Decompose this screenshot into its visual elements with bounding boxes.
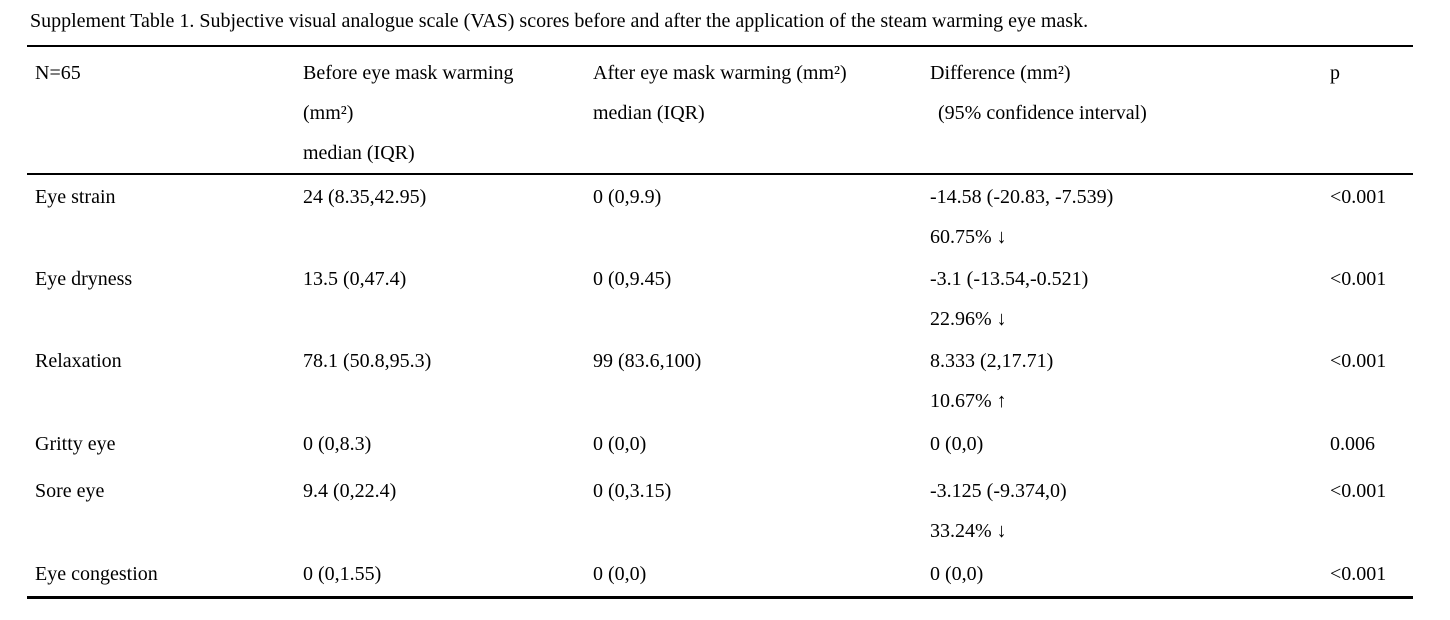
table-row-sore-eye: Sore eye 9.4 (0,22.4) 0 (0,3.15) -3.125 … [27,469,1413,552]
header-after-line1: After eye mask warming (mm²) [593,62,847,84]
header-before-line1: Before eye mask warming [303,62,514,84]
after-cell: 0 (0,9.45) [585,257,922,339]
row-label: Eye strain [35,186,116,208]
table-row-eye-congestion: Eye congestion 0 (0,1.55) 0 (0,0) 0 (0,0… [27,552,1413,597]
before-value: 13.5 (0,47.4) [303,268,407,290]
p-cell: <0.001 [1322,339,1413,422]
difference-cell: 0 (0,0) [922,422,1322,469]
after-value: 0 (0,9.9) [593,186,662,208]
vas-scores-table: N=65 Before eye mask warming (mm²) media… [27,45,1413,599]
percent-change-value: 60.75% ↓ [930,226,1007,248]
before-value: 0 (0,1.55) [303,563,382,585]
p-cell: <0.001 [1322,552,1413,597]
before-cell: 24 (8.35,42.95) [295,174,585,257]
after-cell: 0 (0,0) [585,552,922,597]
row-label-cell: Eye congestion [27,552,295,597]
difference-cell: -14.58 (-20.83, -7.539) 60.75% ↓ [922,174,1322,257]
p-value: <0.001 [1330,563,1387,585]
before-cell: 9.4 (0,22.4) [295,469,585,552]
difference-cell: -3.125 (-9.374,0) 33.24% ↓ [922,469,1322,552]
row-label-cell: Sore eye [27,469,295,552]
header-difference-line1: Difference (mm²) [930,62,1071,84]
difference-value: 0 (0,0) [930,433,984,455]
header-difference-line2: (95% confidence interval) [938,102,1147,124]
after-cell: 0 (0,9.9) [585,174,922,257]
difference-value: -14.58 (-20.83, -7.539) [930,186,1114,208]
percent-change-value: 10.67% ↑ [930,390,1007,412]
row-label: Gritty eye [35,433,116,455]
p-value: <0.001 [1330,350,1387,372]
difference-value: -3.125 (-9.374,0) [930,480,1067,502]
p-cell: <0.001 [1322,257,1413,339]
column-header-p: p [1322,46,1413,174]
row-label: Eye dryness [35,268,133,290]
row-label: Sore eye [35,480,105,502]
row-label-cell: Gritty eye [27,422,295,469]
percent-change-value: 33.24% ↓ [930,520,1007,542]
p-cell: 0.006 [1322,422,1413,469]
before-cell: 0 (0,8.3) [295,422,585,469]
after-value: 99 (83.6,100) [593,350,702,372]
header-n-label: N=65 [35,62,81,84]
header-after-line2: median (IQR) [593,102,705,124]
row-label: Relaxation [35,350,122,372]
p-value: <0.001 [1330,186,1387,208]
difference-value: 8.333 (2,17.71) [930,350,1054,372]
difference-value: -3.1 (-13.54,-0.521) [930,268,1089,290]
before-cell: 78.1 (50.8,95.3) [295,339,585,422]
difference-cell: 0 (0,0) [922,552,1322,597]
header-p-label: p [1330,62,1340,84]
after-cell: 0 (0,0) [585,422,922,469]
after-value: 0 (0,0) [593,563,647,585]
table-row-eye-strain: Eye strain 24 (8.35,42.95) 0 (0,9.9) -14… [27,174,1413,257]
table-header-row: N=65 Before eye mask warming (mm²) media… [27,46,1413,174]
p-value: <0.001 [1330,268,1387,290]
percent-change-value: 22.96% ↓ [930,308,1007,330]
before-value: 0 (0,8.3) [303,433,372,455]
column-header-after: After eye mask warming (mm²) median (IQR… [585,46,922,174]
before-cell: 0 (0,1.55) [295,552,585,597]
after-value: 0 (0,9.45) [593,268,672,290]
table-row-relaxation: Relaxation 78.1 (50.8,95.3) 99 (83.6,100… [27,339,1413,422]
before-value: 9.4 (0,22.4) [303,480,397,502]
row-label-cell: Eye dryness [27,257,295,339]
column-header-before: Before eye mask warming (mm²) median (IQ… [295,46,585,174]
row-label-cell: Eye strain [27,174,295,257]
after-value: 0 (0,3.15) [593,480,672,502]
difference-value: 0 (0,0) [930,563,984,585]
row-label: Eye congestion [35,563,158,585]
table-caption: Supplement Table 1. Subjective visual an… [30,10,1089,32]
p-cell: <0.001 [1322,174,1413,257]
table-row-eye-dryness: Eye dryness 13.5 (0,47.4) 0 (0,9.45) -3.… [27,257,1413,339]
p-value: 0.006 [1330,433,1375,455]
column-header-n: N=65 [27,46,295,174]
header-before-line3: median (IQR) [303,142,415,164]
table-row-gritty-eye: Gritty eye 0 (0,8.3) 0 (0,0) 0 (0,0) 0.0… [27,422,1413,469]
header-before-line2: (mm²) [303,102,354,124]
after-cell: 99 (83.6,100) [585,339,922,422]
column-header-difference: Difference (mm²) (95% confidence interva… [922,46,1322,174]
p-cell: <0.001 [1322,469,1413,552]
after-value: 0 (0,0) [593,433,647,455]
row-label-cell: Relaxation [27,339,295,422]
p-value: <0.001 [1330,480,1387,502]
before-cell: 13.5 (0,47.4) [295,257,585,339]
difference-cell: -3.1 (-13.54,-0.521) 22.96% ↓ [922,257,1322,339]
before-value: 24 (8.35,42.95) [303,186,427,208]
before-value: 78.1 (50.8,95.3) [303,350,432,372]
difference-cell: 8.333 (2,17.71) 10.67% ↑ [922,339,1322,422]
after-cell: 0 (0,3.15) [585,469,922,552]
